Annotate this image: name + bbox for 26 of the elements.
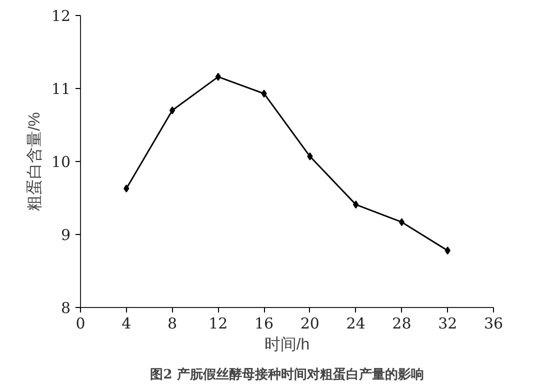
point [307, 152, 313, 160]
caption: 图2 产朊假丝酵母接种时间对粗蛋白产量的影响 [150, 366, 424, 382]
x-tick-label: 16 [254, 314, 274, 332]
x-tick-label: 28 [392, 314, 412, 332]
y-axis-title: 粗蛋白含量/% [25, 112, 44, 211]
x-tick-label: 12 [208, 314, 228, 332]
point [261, 90, 267, 98]
x-tick-label: 20 [300, 314, 320, 332]
point [124, 184, 130, 193]
x-tick-label: 0 [76, 314, 86, 332]
x-tick-label: 24 [346, 314, 366, 332]
x-tick-label: 36 [484, 314, 504, 332]
x-tick-label: 8 [168, 314, 178, 332]
point [169, 106, 176, 114]
point [398, 218, 405, 226]
y-tick-label: 12 [51, 7, 71, 25]
x-tick-label: 4 [122, 314, 132, 332]
y-tick-label: 10 [51, 153, 71, 171]
point [353, 200, 359, 209]
y-tick-label: 11 [51, 80, 71, 98]
x-axis-title: 时间/h [264, 336, 310, 354]
y-tick-label: 9 [60, 226, 71, 244]
y-tick-label: 8 [60, 299, 71, 317]
point [444, 246, 450, 255]
point [215, 72, 221, 81]
x-tick-label: 32 [438, 314, 458, 332]
